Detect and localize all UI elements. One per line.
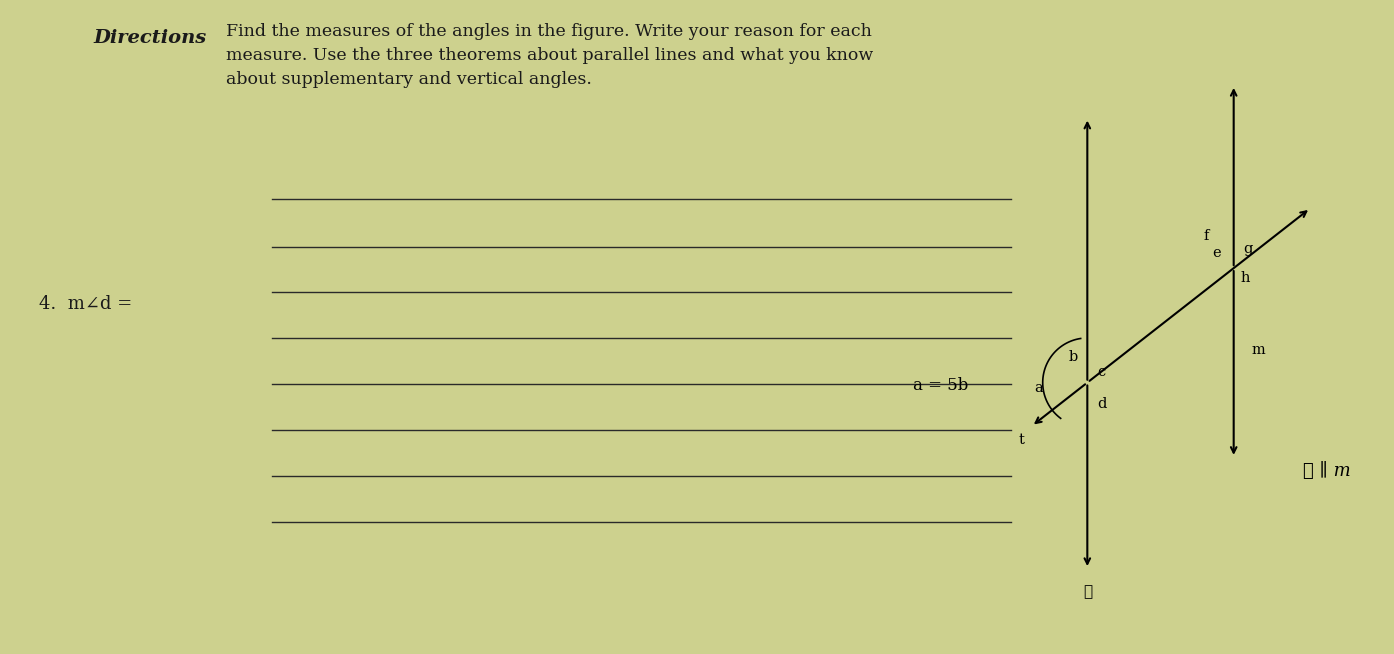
Text: b: b [1068,351,1078,364]
Text: ℓ: ℓ [1083,585,1092,599]
Text: Find the measures of the angles in the figure. Write your reason for each
measur: Find the measures of the angles in the f… [226,23,873,88]
Text: f: f [1203,230,1209,243]
Text: m: m [1252,343,1266,357]
Text: ℓ ∥ m: ℓ ∥ m [1303,462,1351,480]
Text: t: t [1019,433,1025,447]
Text: d: d [1097,397,1107,411]
Text: e: e [1213,247,1221,260]
Text: Directions: Directions [93,29,206,48]
Text: 4.  m∠d =: 4. m∠d = [39,295,132,313]
Text: c: c [1097,366,1105,379]
Text: g: g [1243,243,1253,256]
Text: a = 5b: a = 5b [913,377,969,394]
Text: h: h [1241,271,1250,285]
Text: a: a [1034,381,1043,395]
